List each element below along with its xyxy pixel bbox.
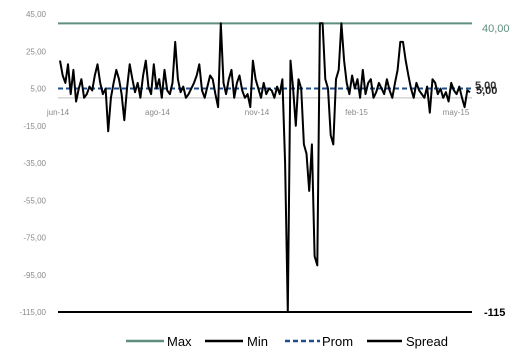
legend-label-min: Min: [247, 334, 268, 349]
y-tick-label: -115,00: [19, 308, 46, 317]
x-tick-label: may-15: [443, 108, 470, 117]
min-value-label: -115: [484, 307, 505, 319]
x-axis-ticks: jun-14 ago-14 nov-14 feb-15 may-15: [46, 108, 470, 117]
prom-value-label-upper: 5,00: [475, 80, 496, 92]
x-tick-label: jun-14: [46, 108, 70, 117]
y-tick-label: 5,00: [30, 85, 46, 94]
y-tick-label: 45,00: [26, 10, 47, 19]
y-tick-label: 25,00: [26, 47, 47, 56]
x-tick-label: feb-15: [345, 108, 368, 117]
legend-label-max: Max: [167, 334, 192, 349]
legend-label-spread: Spread: [406, 334, 448, 349]
y-axis-ticks: 45,00 25,00 5,00 -15,00 -35,00 -55,00 -75,00 -9…: [19, 10, 46, 317]
x-tick-label: nov-14: [245, 108, 270, 117]
y-tick-label: -75,00: [23, 234, 46, 243]
y-tick-label: -55,00: [23, 196, 46, 205]
prom-value-label-lower: 5,00: [476, 85, 497, 97]
x-tick-label: ago-14: [145, 108, 170, 117]
legend-label-prom: Prom: [322, 334, 353, 349]
y-tick-label: -35,00: [23, 159, 46, 168]
y-tick-label: -15,00: [23, 122, 46, 131]
series-spread-line: [59, 22, 471, 313]
legend: Max Min Prom Spread: [126, 334, 448, 349]
y-tick-label: -95,00: [23, 271, 46, 280]
max-value-label: 40,00: [482, 23, 510, 35]
